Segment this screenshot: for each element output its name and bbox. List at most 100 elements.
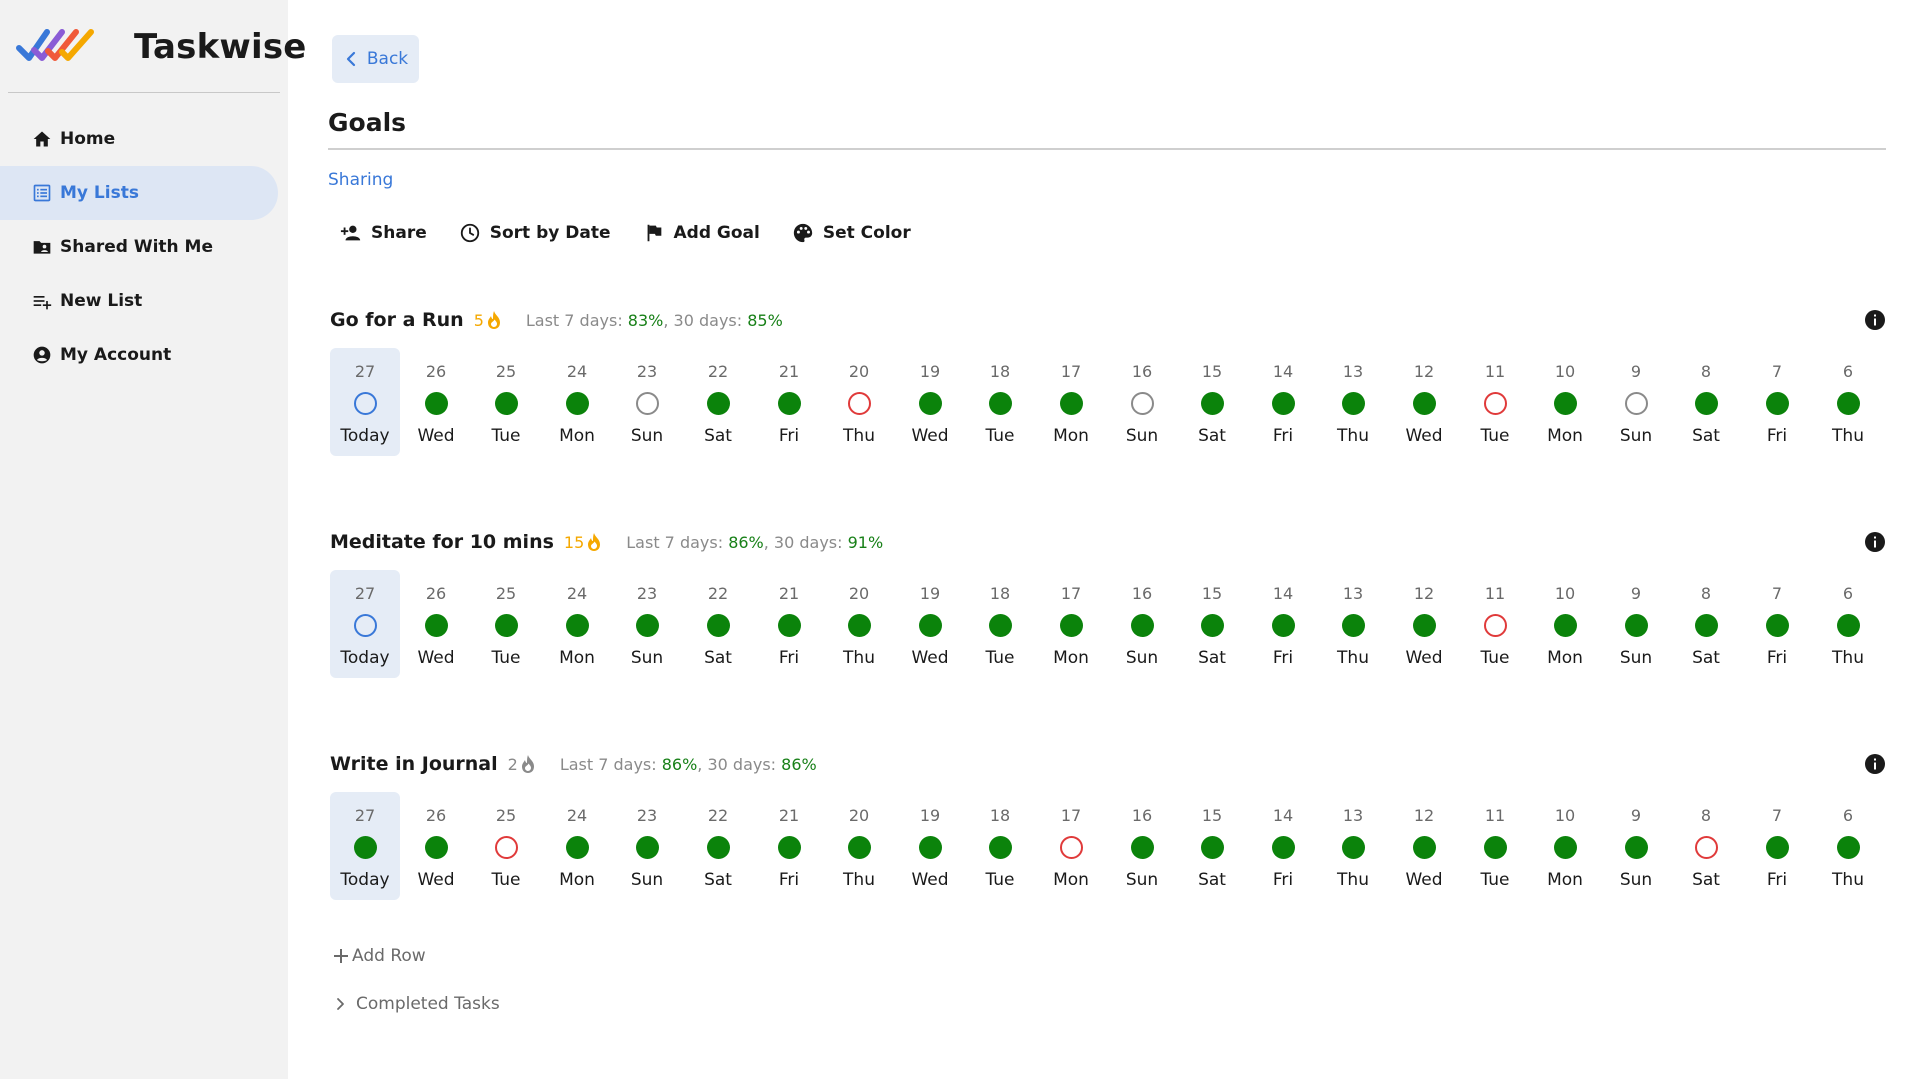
day-cell[interactable]: 25 Tue xyxy=(471,570,541,678)
day-cell[interactable]: 26 Wed xyxy=(401,348,471,456)
status-dot-done[interactable] xyxy=(1695,392,1718,415)
status-dot-done[interactable] xyxy=(1837,392,1860,415)
status-dot-skip[interactable] xyxy=(1625,392,1648,415)
day-cell[interactable]: 20 Thu xyxy=(824,792,894,900)
status-dot-done[interactable] xyxy=(425,836,448,859)
day-cell[interactable]: 14 Fri xyxy=(1248,792,1318,900)
day-cell[interactable]: 7 Fri xyxy=(1742,348,1812,456)
status-dot-today[interactable] xyxy=(354,392,377,415)
status-dot-done[interactable] xyxy=(919,614,942,637)
status-dot-done[interactable] xyxy=(566,392,589,415)
day-cell[interactable]: 18 Tue xyxy=(965,792,1035,900)
day-cell[interactable]: 26 Wed xyxy=(401,570,471,678)
status-dot-done[interactable] xyxy=(1625,614,1648,637)
day-cell[interactable]: 7 Fri xyxy=(1742,570,1812,678)
set-color-button[interactable]: Set Color xyxy=(792,222,911,244)
day-cell[interactable]: 11 Tue xyxy=(1460,570,1530,678)
status-dot-done[interactable] xyxy=(919,392,942,415)
status-dot-done[interactable] xyxy=(1342,392,1365,415)
sidebar-item-my-account[interactable]: My Account xyxy=(0,328,288,382)
status-dot-done[interactable] xyxy=(707,614,730,637)
day-cell[interactable]: 8 Sat xyxy=(1671,570,1741,678)
completed-tasks-toggle[interactable]: Completed Tasks xyxy=(334,994,500,1014)
status-dot-done[interactable] xyxy=(1413,392,1436,415)
status-dot-done[interactable] xyxy=(1131,614,1154,637)
day-cell[interactable]: 14 Fri xyxy=(1248,348,1318,456)
sidebar-item-my-lists[interactable]: My Lists xyxy=(0,166,278,220)
day-cell[interactable]: 16 Sun xyxy=(1107,348,1177,456)
status-dot-done[interactable] xyxy=(495,392,518,415)
day-cell-today[interactable]: 27 Today xyxy=(330,570,400,678)
status-dot-done[interactable] xyxy=(1272,836,1295,859)
share-button[interactable]: Share xyxy=(340,222,427,244)
day-cell[interactable]: 9 Sun xyxy=(1601,570,1671,678)
status-dot-done[interactable] xyxy=(1554,392,1577,415)
sort-by-date-button[interactable]: Sort by Date xyxy=(459,222,611,244)
status-dot-done[interactable] xyxy=(566,836,589,859)
status-dot-missed[interactable] xyxy=(1060,836,1083,859)
day-cell[interactable]: 10 Mon xyxy=(1530,348,1600,456)
day-cell[interactable]: 13 Thu xyxy=(1318,570,1388,678)
day-cell[interactable]: 24 Mon xyxy=(542,570,612,678)
day-cell[interactable]: 15 Sat xyxy=(1177,348,1247,456)
day-cell[interactable]: 19 Wed xyxy=(895,348,965,456)
day-cell[interactable]: 22 Sat xyxy=(683,570,753,678)
day-cell[interactable]: 10 Mon xyxy=(1530,792,1600,900)
day-cell[interactable]: 11 Tue xyxy=(1460,792,1530,900)
status-dot-done[interactable] xyxy=(425,614,448,637)
brand[interactable]: Taskwise xyxy=(16,24,307,70)
day-cell[interactable]: 15 Sat xyxy=(1177,570,1247,678)
status-dot-done[interactable] xyxy=(1201,836,1224,859)
status-dot-done[interactable] xyxy=(636,614,659,637)
status-dot-done[interactable] xyxy=(1201,614,1224,637)
day-cell[interactable]: 20 Thu xyxy=(824,348,894,456)
day-cell[interactable]: 23 Sun xyxy=(612,348,682,456)
day-cell[interactable]: 9 Sun xyxy=(1601,348,1671,456)
day-cell[interactable]: 10 Mon xyxy=(1530,570,1600,678)
day-cell[interactable]: 19 Wed xyxy=(895,792,965,900)
day-cell[interactable]: 18 Tue xyxy=(965,570,1035,678)
status-dot-done[interactable] xyxy=(989,836,1012,859)
status-dot-done[interactable] xyxy=(919,836,942,859)
status-dot-done[interactable] xyxy=(848,836,871,859)
day-cell[interactable]: 13 Thu xyxy=(1318,792,1388,900)
status-dot-done[interactable] xyxy=(1837,836,1860,859)
day-cell[interactable]: 21 Fri xyxy=(754,570,824,678)
status-dot-done[interactable] xyxy=(1766,392,1789,415)
status-dot-done[interactable] xyxy=(707,836,730,859)
status-dot-done[interactable] xyxy=(707,392,730,415)
day-cell[interactable]: 16 Sun xyxy=(1107,792,1177,900)
day-cell[interactable]: 9 Sun xyxy=(1601,792,1671,900)
back-button[interactable]: Back xyxy=(332,35,419,83)
status-dot-done[interactable] xyxy=(636,836,659,859)
day-cell[interactable]: 26 Wed xyxy=(401,792,471,900)
day-cell[interactable]: 25 Tue xyxy=(471,348,541,456)
day-cell[interactable]: 8 Sat xyxy=(1671,792,1741,900)
day-cell[interactable]: 21 Fri xyxy=(754,792,824,900)
day-cell[interactable]: 22 Sat xyxy=(683,792,753,900)
sidebar-item-home[interactable]: Home xyxy=(0,112,288,166)
day-cell[interactable]: 6 Thu xyxy=(1813,348,1883,456)
status-dot-done[interactable] xyxy=(1201,392,1224,415)
status-dot-done[interactable] xyxy=(495,614,518,637)
add-goal-button[interactable]: Add Goal xyxy=(643,222,760,244)
day-cell[interactable]: 14 Fri xyxy=(1248,570,1318,678)
day-cell[interactable]: 12 Wed xyxy=(1389,570,1459,678)
status-dot-done[interactable] xyxy=(1625,836,1648,859)
status-dot-done[interactable] xyxy=(1766,614,1789,637)
status-dot-done[interactable] xyxy=(1837,614,1860,637)
day-cell[interactable]: 12 Wed xyxy=(1389,792,1459,900)
status-dot-skip[interactable] xyxy=(636,392,659,415)
day-cell[interactable]: 18 Tue xyxy=(965,348,1035,456)
status-dot-done[interactable] xyxy=(1272,392,1295,415)
status-dot-done[interactable] xyxy=(778,614,801,637)
day-cell[interactable]: 22 Sat xyxy=(683,348,753,456)
status-dot-done[interactable] xyxy=(778,392,801,415)
status-dot-done[interactable] xyxy=(1413,614,1436,637)
status-dot-done[interactable] xyxy=(425,392,448,415)
sidebar-item-shared-with-me[interactable]: Shared With Me xyxy=(0,220,288,274)
day-cell-today[interactable]: 27 Today xyxy=(330,792,400,900)
goal-name[interactable]: Meditate for 10 mins xyxy=(330,531,554,553)
status-dot-done[interactable] xyxy=(989,614,1012,637)
day-cell[interactable]: 20 Thu xyxy=(824,570,894,678)
